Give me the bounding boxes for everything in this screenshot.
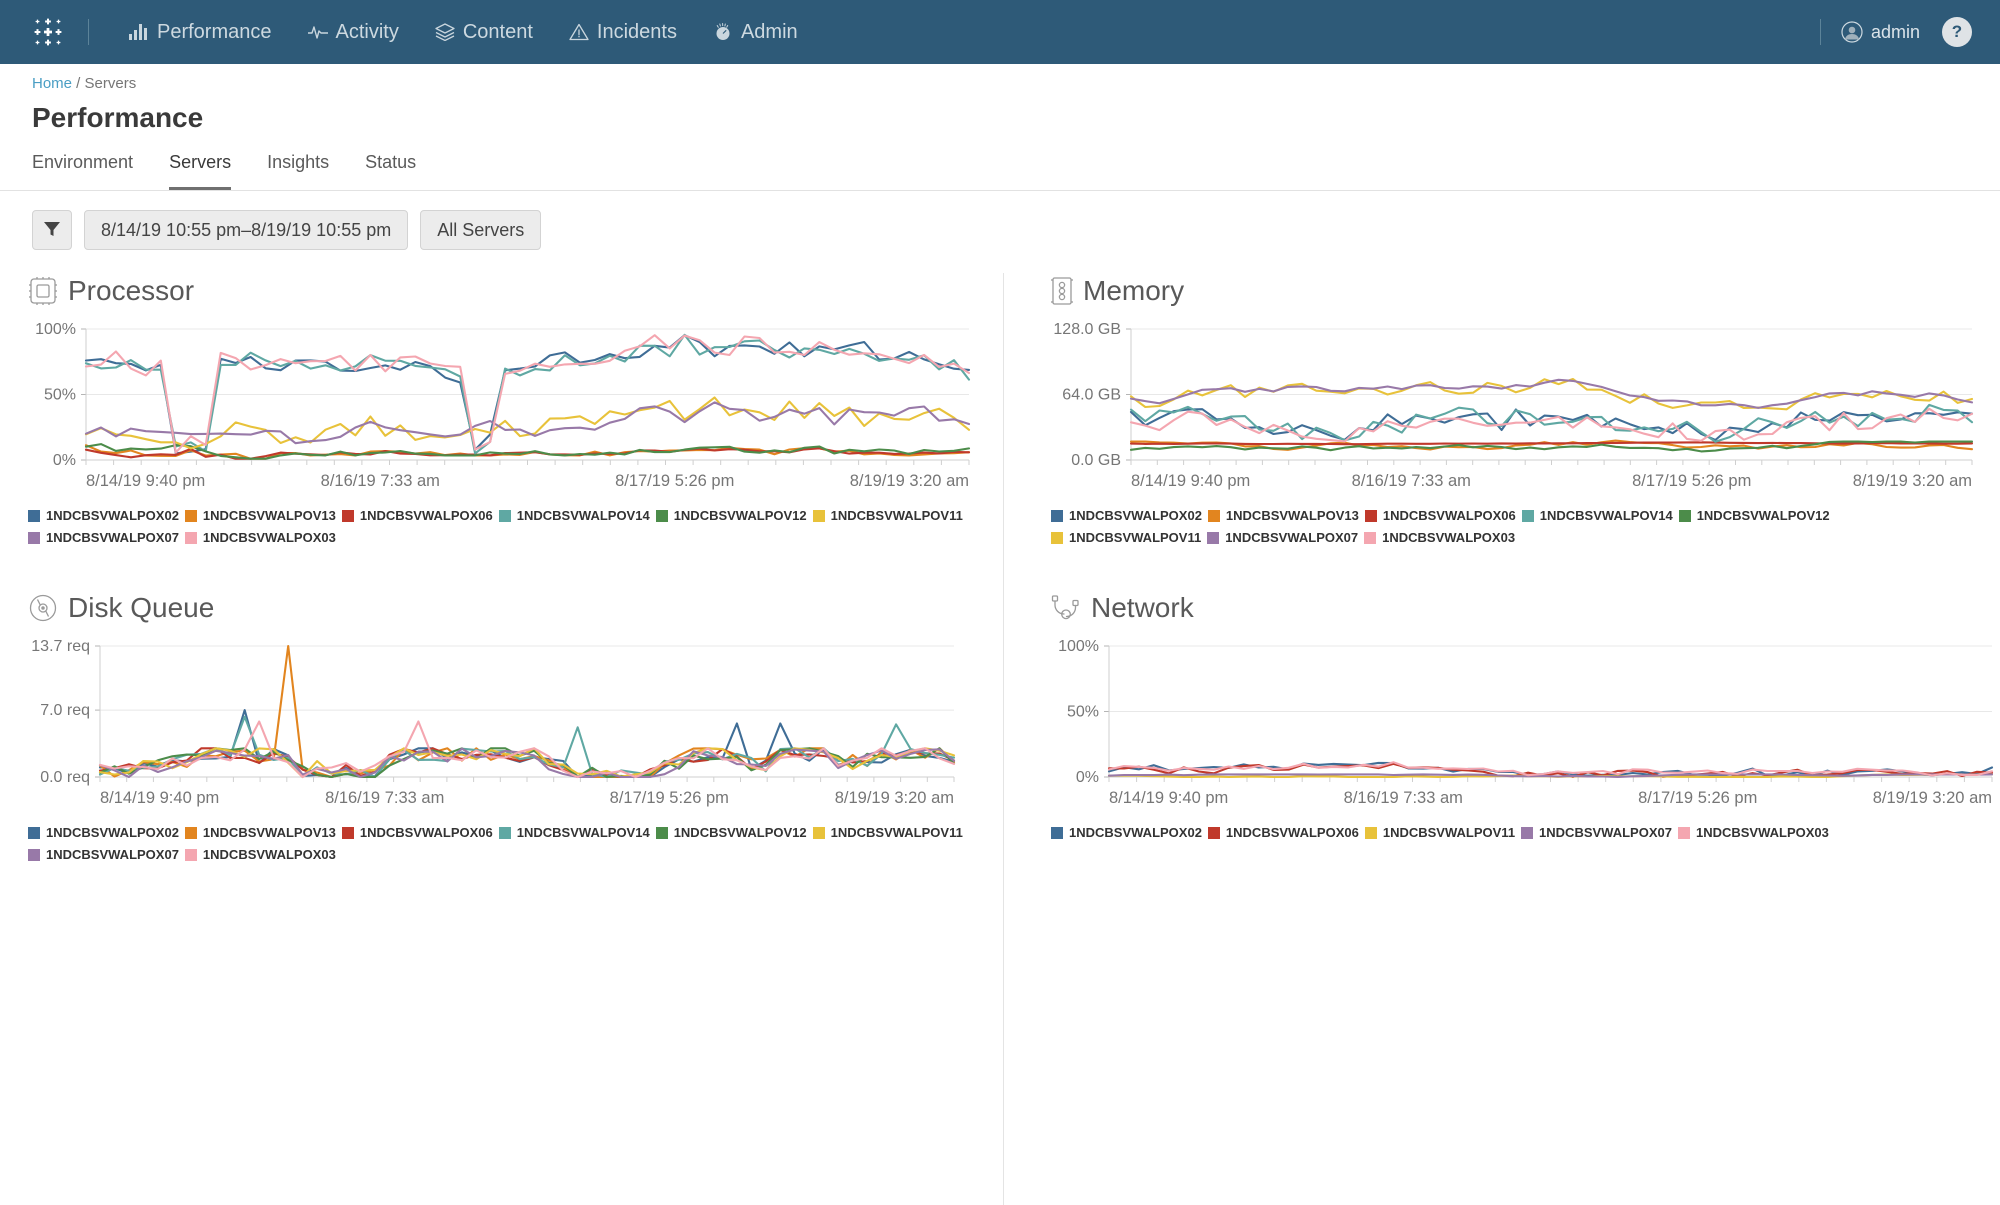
svg-text:8/19/19 3:20 am: 8/19/19 3:20 am bbox=[1873, 789, 1992, 807]
svg-text:128.0 GB: 128.0 GB bbox=[1053, 322, 1121, 338]
svg-text:8/16/19 7:33 am: 8/16/19 7:33 am bbox=[321, 472, 440, 490]
svg-text:8/19/19 3:20 am: 8/19/19 3:20 am bbox=[835, 789, 954, 807]
svg-text:8/17/19 5:26 pm: 8/17/19 5:26 pm bbox=[1638, 789, 1757, 807]
svg-text:100%: 100% bbox=[1058, 639, 1099, 655]
svg-text:0%: 0% bbox=[53, 452, 76, 469]
svg-text:8/19/19 3:20 am: 8/19/19 3:20 am bbox=[850, 472, 969, 490]
svg-text:8/14/19 9:40 pm: 8/14/19 9:40 pm bbox=[100, 789, 219, 807]
svg-text:64.0 GB: 64.0 GB bbox=[1062, 387, 1121, 404]
svg-text:0.0 req: 0.0 req bbox=[40, 769, 90, 786]
svg-text:8/16/19 7:33 am: 8/16/19 7:33 am bbox=[325, 789, 444, 807]
svg-text:8/17/19 5:26 pm: 8/17/19 5:26 pm bbox=[615, 472, 734, 490]
svg-text:0%: 0% bbox=[1076, 769, 1099, 786]
svg-text:8/19/19 3:20 am: 8/19/19 3:20 am bbox=[1853, 472, 1972, 490]
svg-text:0.0 GB: 0.0 GB bbox=[1071, 452, 1121, 469]
svg-text:8/14/19 9:40 pm: 8/14/19 9:40 pm bbox=[86, 472, 205, 490]
svg-text:8/17/19 5:26 pm: 8/17/19 5:26 pm bbox=[610, 789, 729, 807]
svg-text:8/14/19 9:40 pm: 8/14/19 9:40 pm bbox=[1109, 789, 1228, 807]
svg-text:50%: 50% bbox=[44, 387, 76, 404]
svg-text:7.0 req: 7.0 req bbox=[40, 702, 90, 719]
svg-text:8/16/19 7:33 am: 8/16/19 7:33 am bbox=[1352, 472, 1471, 490]
svg-text:50%: 50% bbox=[1067, 704, 1099, 721]
svg-text:8/14/19 9:40 pm: 8/14/19 9:40 pm bbox=[1131, 472, 1250, 490]
svg-text:100%: 100% bbox=[35, 322, 76, 338]
svg-text:13.7 req: 13.7 req bbox=[31, 639, 90, 655]
svg-text:8/17/19 5:26 pm: 8/17/19 5:26 pm bbox=[1632, 472, 1751, 490]
svg-text:8/16/19 7:33 am: 8/16/19 7:33 am bbox=[1344, 789, 1463, 807]
